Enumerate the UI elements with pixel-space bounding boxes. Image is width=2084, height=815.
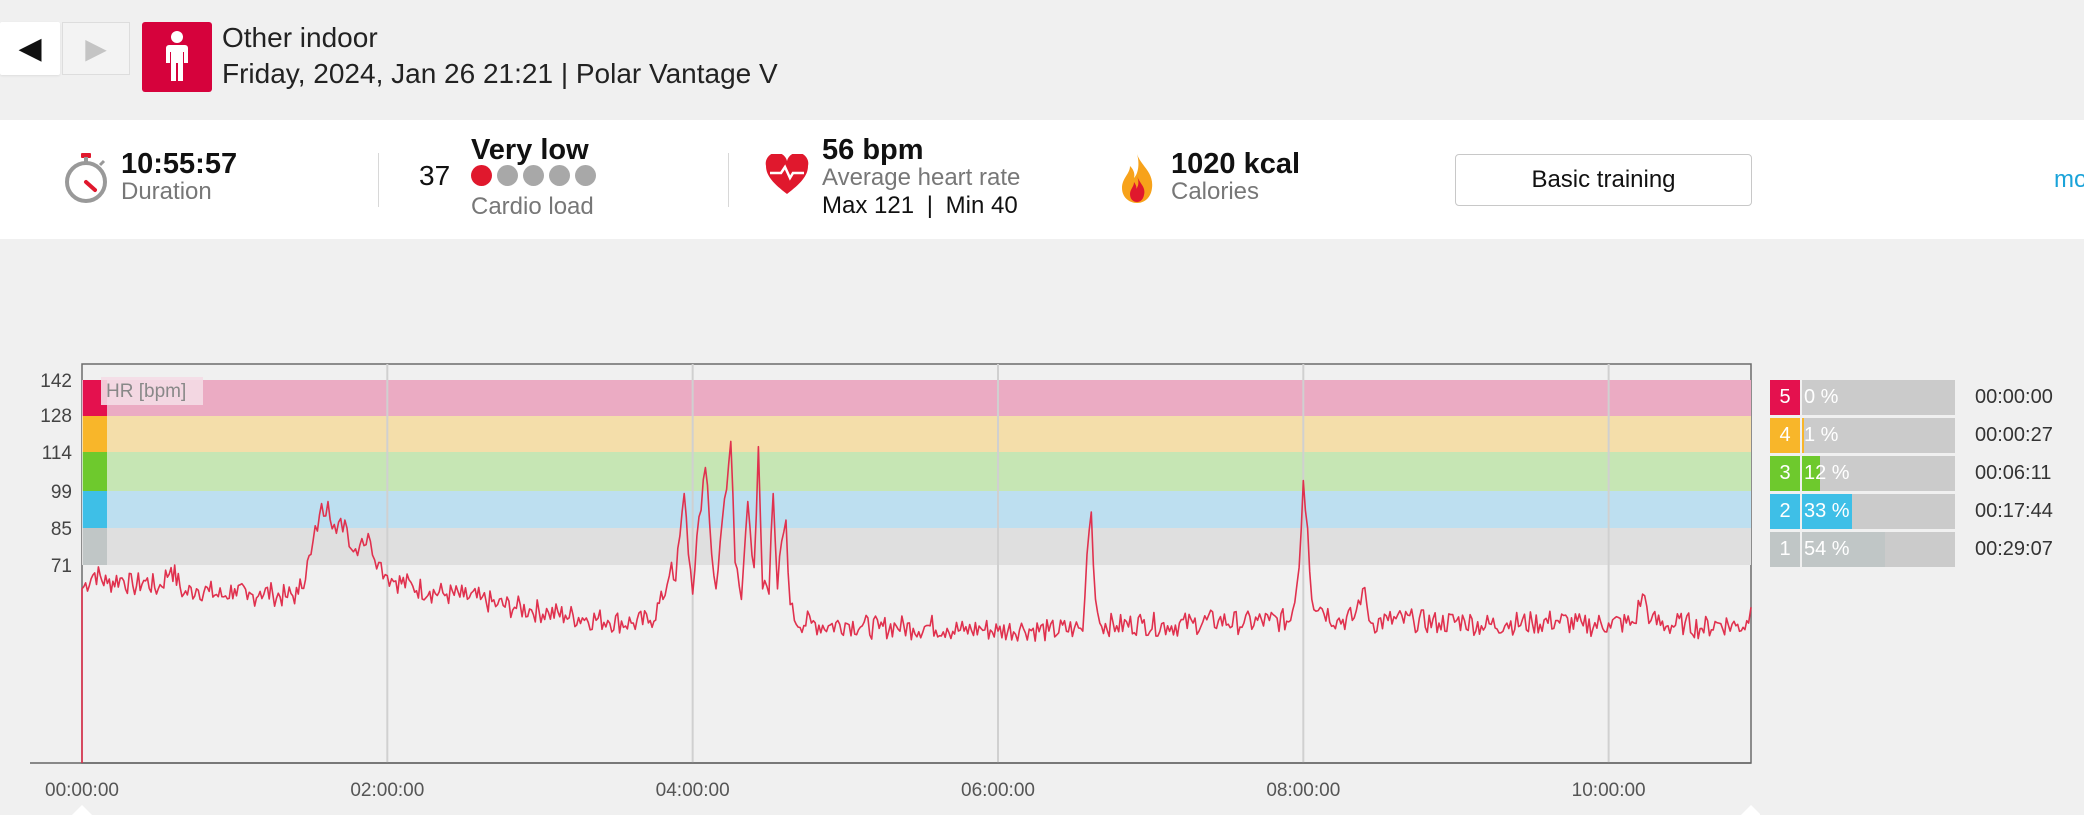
avg-heart-rate-label: Average heart rate — [822, 164, 1021, 191]
zone-number: 2 — [1770, 494, 1800, 529]
cardio-dot — [471, 165, 492, 186]
range-handle-left — [72, 805, 92, 815]
separator: | — [926, 192, 933, 219]
y-tick-label: 85 — [51, 519, 72, 540]
y-tick-label: 142 — [40, 371, 72, 392]
zone-indicator — [83, 452, 107, 491]
navigation-buttons: ◀ ▶ — [0, 22, 130, 77]
zone-percent: 12 % — [1804, 462, 1850, 484]
heart-rate-range: Max 121 | Min 40 — [822, 192, 1018, 220]
zone-percent: 33 % — [1804, 500, 1850, 522]
zone-indicator — [83, 416, 107, 452]
zone-bar: 12 % — [1802, 456, 1955, 491]
heart-rate-line — [81, 440, 1752, 763]
heart-icon — [764, 152, 810, 201]
cardio-dot — [549, 165, 570, 186]
zone-number: 4 — [1770, 418, 1800, 453]
basic-training-button[interactable]: Basic training — [1455, 154, 1752, 206]
flame-icon — [1118, 152, 1156, 209]
more-link[interactable]: mo — [2054, 166, 2084, 193]
zone-band — [82, 452, 1751, 491]
heart-rate-chart[interactable]: 142 128 114 99 85 71 HR [bpm] 00:00:00 02:00:00 0… — [0, 355, 1760, 815]
zone-number: 5 — [1770, 380, 1800, 415]
legend-background — [101, 377, 203, 405]
zone-bar-fill — [1802, 494, 1853, 529]
duration-label: Duration — [121, 178, 212, 205]
calories-value: 1020 kcal — [1171, 148, 1301, 180]
cardio-dot — [575, 165, 596, 186]
cardio-load-dots — [471, 165, 601, 186]
zone-percent: 54 % — [1804, 538, 1850, 560]
zone-bar-fill — [1802, 532, 1885, 567]
zone-time: 00:00:00 — [1975, 386, 2053, 408]
min-heart-rate: Min 40 — [945, 192, 1018, 219]
next-session-button[interactable]: ▶ — [62, 22, 130, 75]
x-tick-label: 00:00:00 — [45, 780, 119, 801]
previous-session-button[interactable]: ◀ — [0, 22, 60, 75]
zone-indicator — [83, 491, 107, 528]
y-tick-label: 128 — [40, 406, 72, 427]
summary-bar: 10:55:57 Duration 37 Very low Cardio loa… — [0, 120, 2084, 239]
cardio-load-value: 37 — [419, 160, 451, 191]
cardio-dot — [497, 165, 518, 186]
x-tick-label: 08:00:00 — [1266, 780, 1340, 801]
y-tick-label: 99 — [51, 482, 72, 503]
calories-label: Calories — [1171, 178, 1260, 205]
zone-band — [82, 491, 1751, 528]
zone-band — [82, 380, 1751, 416]
arrow-right-icon: ▶ — [85, 33, 107, 64]
zone-number: 1 — [1770, 532, 1800, 567]
legend-label: HR [bpm] — [106, 381, 186, 402]
zone-percent: 0 % — [1804, 386, 1839, 408]
zone-bar: 0 % — [1802, 380, 1955, 415]
zone-bar: 54 % — [1802, 532, 1955, 567]
max-heart-rate: Max 121 — [822, 192, 915, 219]
person-standing-icon — [142, 22, 212, 92]
zone-time: 00:29:07 — [1975, 538, 2053, 560]
x-tick-label: 04:00:00 — [656, 780, 730, 801]
x-tick-label: 06:00:00 — [961, 780, 1035, 801]
zone-number: 3 — [1770, 456, 1800, 491]
divider — [378, 153, 379, 207]
cardio-load-level: Very low — [471, 134, 589, 166]
zone-bar: 33 % — [1802, 494, 1955, 529]
zone-time: 00:06:11 — [1975, 462, 2052, 484]
cardio-load-label: Cardio load — [471, 193, 594, 220]
session-subtitle: Friday, 2024, Jan 26 21:21 | Polar Vanta… — [222, 58, 778, 89]
zone-band — [82, 416, 1751, 452]
stopwatch-icon — [62, 153, 110, 210]
zone-band — [82, 528, 1751, 565]
zone-bar-fill — [1802, 456, 1821, 491]
avg-heart-rate-value: 56 bpm — [822, 134, 924, 166]
cardio-dot — [523, 165, 544, 186]
zone-time: 00:00:27 — [1975, 424, 2053, 446]
duration-value: 10:55:57 — [121, 148, 238, 180]
x-tick-label: 02:00:00 — [350, 780, 424, 801]
divider — [728, 153, 729, 207]
zone-percent: 1 % — [1804, 424, 1839, 446]
range-handle-right — [1741, 805, 1760, 815]
y-tick-label: 114 — [42, 443, 73, 464]
x-tick-label: 10:00:00 — [1572, 780, 1646, 801]
zone-time: 00:17:44 — [1975, 500, 2053, 522]
page-title: Other indoor — [222, 22, 378, 53]
arrow-left-icon: ◀ — [18, 32, 42, 65]
y-tick-label: 71 — [51, 556, 72, 577]
zone-bar-fill — [1802, 418, 1804, 453]
zone-bar: 1 % — [1802, 418, 1955, 453]
zone-indicator — [83, 528, 107, 565]
